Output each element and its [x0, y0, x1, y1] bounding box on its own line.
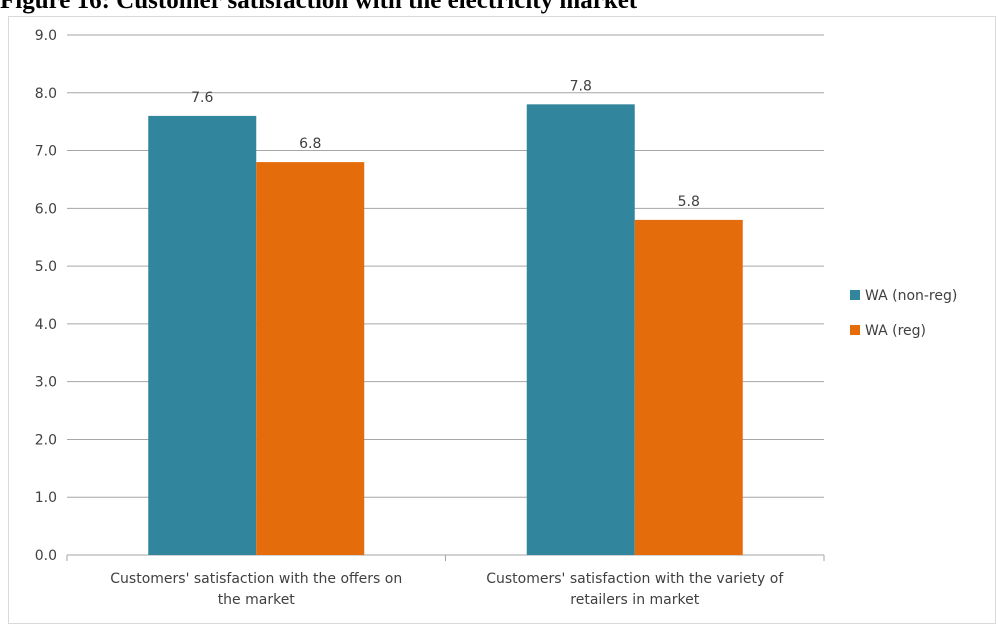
legend-label: WA (reg)	[865, 323, 926, 339]
bar	[148, 115, 257, 555]
data-label: 5.8	[678, 194, 700, 210]
bar	[634, 219, 743, 555]
y-tick-label: 0.0	[35, 548, 57, 564]
data-label: 6.8	[299, 136, 321, 152]
figure-title: Figure 16: Customer satisfaction with th…	[0, 0, 638, 14]
bars	[148, 104, 743, 555]
bar-chart: 0.0 1.0 2.0 3.0 4.0 5.0 6.0 7.0 8.0 9.0 7.6 6.8 Cust…	[35, 28, 958, 608]
y-tick-label: 1.0	[35, 490, 57, 506]
legend-swatch	[850, 290, 860, 300]
y-tick-label: 5.0	[35, 259, 57, 275]
y-tick-label: 3.0	[35, 375, 57, 391]
data-label: 7.6	[191, 90, 213, 106]
legend-swatch	[850, 325, 860, 335]
y-tick-label: 8.0	[35, 86, 57, 102]
bar	[256, 162, 365, 555]
x-category-label: the market	[218, 592, 296, 608]
bar	[526, 104, 635, 555]
y-tick-label: 9.0	[35, 28, 57, 44]
legend: WA (non-reg) WA (reg)	[850, 288, 957, 339]
axes	[66, 554, 825, 561]
x-category-label: Customers' satisfaction with the variety…	[486, 571, 784, 587]
y-tick-label: 4.0	[35, 317, 57, 333]
data-label: 7.8	[570, 78, 592, 94]
y-tick-label: 7.0	[35, 144, 57, 160]
y-tick-label: 2.0	[35, 432, 57, 448]
x-category-label: retailers in market	[570, 592, 699, 608]
chart-frame: 0.0 1.0 2.0 3.0 4.0 5.0 6.0 7.0 8.0 9.0 7.6 6.8 Cust…	[8, 16, 996, 624]
x-category-label: Customers' satisfaction with the offers …	[110, 571, 402, 587]
y-tick-label: 6.0	[35, 201, 57, 217]
labels: 0.0 1.0 2.0 3.0 4.0 5.0 6.0 7.0 8.0 9.0 7.6 6.8 Cust…	[35, 28, 785, 608]
legend-label: WA (non-reg)	[865, 288, 957, 304]
